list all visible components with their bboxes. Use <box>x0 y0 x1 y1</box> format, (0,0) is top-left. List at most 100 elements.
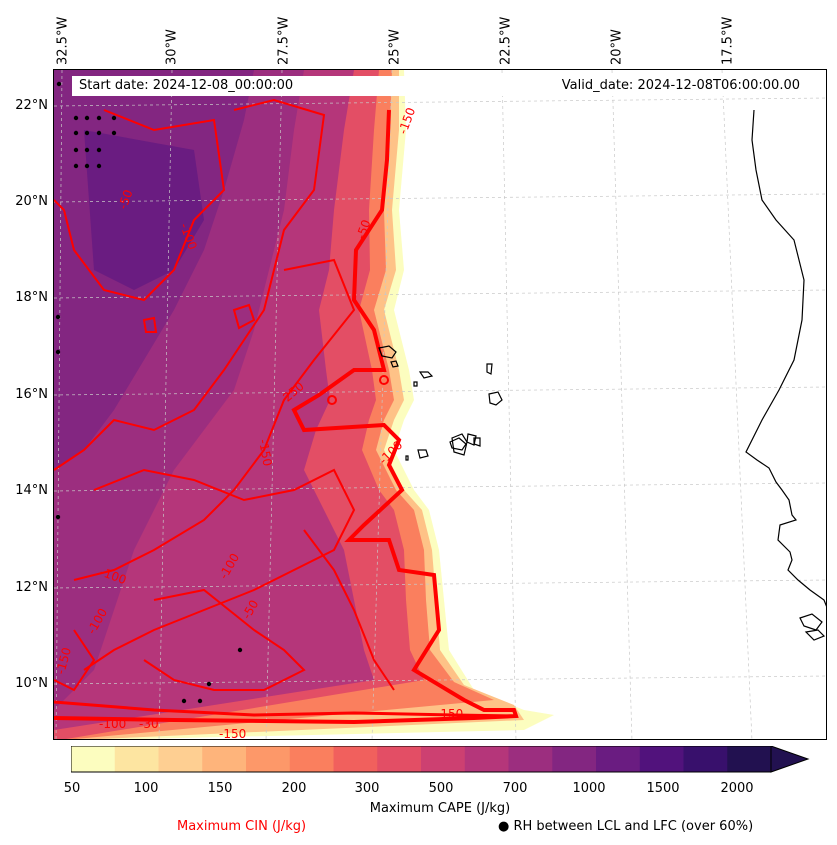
rh-dot <box>73 130 79 136</box>
rh-dot <box>111 130 117 136</box>
colorbar-swatch <box>158 746 203 772</box>
rh-marker-icon: ● <box>498 819 510 834</box>
rh-markers <box>55 81 243 704</box>
cin-contour-blob-1 <box>379 375 389 385</box>
lat-label-22n: 22°N <box>15 98 48 113</box>
cin-contour-5 <box>83 468 356 671</box>
cin-contour-3 <box>54 98 326 471</box>
rh-dot <box>84 163 90 169</box>
cape-band-8 <box>84 130 204 290</box>
lat-label-12n: 12°N <box>15 580 48 595</box>
cape-field <box>54 70 554 739</box>
colorbar-swatch <box>377 746 422 772</box>
colorbar-tick: 50 <box>63 781 81 796</box>
cape-colorbar <box>71 746 810 773</box>
rh-dot <box>96 163 102 169</box>
island <box>449 437 467 451</box>
gridlines <box>54 70 826 739</box>
contour-label: -50 <box>354 218 374 241</box>
colorbar-tick: 700 <box>502 781 528 796</box>
lon-label-27.5w: 27.5°W <box>276 16 292 65</box>
lon-label-20w: 20°W <box>609 29 625 65</box>
colorbar-tick: 1000 <box>572 781 606 796</box>
colorbar-swatch <box>71 746 116 772</box>
rh-dot <box>84 147 90 153</box>
cin-contour-edge <box>54 109 519 725</box>
rh-dot <box>56 81 62 87</box>
contour-label: -30 <box>139 717 159 731</box>
cin-contour-2 <box>54 109 226 302</box>
lon-label-17.5w: 17.5°W <box>720 16 736 65</box>
start-date-label: Start date: 2024-12-08_00:00:00 <box>79 78 294 93</box>
lat-label-14n: 14°N <box>15 483 48 498</box>
lon-label-25w: 25°W <box>387 29 403 65</box>
cin-contour-blob-4 <box>142 316 158 333</box>
cin-contour-blob-3 <box>232 303 256 330</box>
island <box>378 345 397 359</box>
rh-legend-label: RH between LCL and LFC (over 60%) <box>513 819 754 834</box>
cin-contours <box>54 98 519 725</box>
rh-dot <box>55 514 61 520</box>
cin-contour-blob-2 <box>327 395 337 405</box>
rh-dot <box>84 130 90 136</box>
island <box>486 363 493 375</box>
island <box>804 629 826 641</box>
island <box>417 449 429 459</box>
cin-contour-6 <box>143 588 306 691</box>
valid-date-label: Valid_date: 2024-12-08T06:00:00.00 <box>561 78 800 93</box>
island <box>390 360 399 368</box>
colorbar-tick: 1500 <box>646 781 680 796</box>
lon-label-22.5w: 22.5°W <box>498 16 514 65</box>
lon-label-30w: 30°W <box>164 29 180 65</box>
map-canvas: -150 -50 -100 -50 -250 -150 -100 -100 -1… <box>54 70 826 740</box>
lat-label-20n: 20°N <box>15 194 48 209</box>
colorbar-tick: 300 <box>354 781 380 796</box>
island <box>413 381 418 387</box>
colorbar-swatch <box>289 746 334 772</box>
cin-contour-7 <box>54 629 96 692</box>
colorbar-swatch <box>333 746 378 772</box>
lat-label-16n: 16°N <box>15 387 48 402</box>
colorbar-swatch <box>683 746 728 772</box>
island <box>418 371 434 379</box>
colorbar-tick: 200 <box>281 781 307 796</box>
cin-contour-8 <box>303 529 395 691</box>
rh-dot <box>55 314 61 320</box>
cin-legend-label: Maximum CIN (J/kg) <box>177 819 307 834</box>
island <box>799 613 823 631</box>
lon-label-32.5w: 32.5°W <box>55 16 71 65</box>
rh-dot <box>181 698 187 704</box>
island <box>488 391 503 406</box>
colorbar-swatches <box>71 746 772 772</box>
colorbar-extend-arrow <box>770 746 810 773</box>
island <box>451 433 468 456</box>
colorbar-swatch <box>421 746 466 772</box>
colorbar-swatch <box>114 746 159 772</box>
rh-dot <box>206 681 212 687</box>
rh-dot <box>111 115 117 121</box>
info-bar <box>72 76 826 96</box>
colorbar-tick: 100 <box>133 781 159 796</box>
africa-coastline <box>745 109 826 607</box>
colorbar-swatch <box>596 746 641 772</box>
coastlines <box>378 109 826 641</box>
cin-contour-4 <box>73 258 356 581</box>
contour-label: -50 <box>116 188 136 211</box>
rh-dot <box>96 130 102 136</box>
colorbar-tick: 2000 <box>720 781 754 796</box>
colorbar-swatch <box>464 746 509 772</box>
rh-dot <box>55 349 61 355</box>
colorbar-swatch <box>639 746 684 772</box>
contour-label: -150 <box>256 438 275 467</box>
colorbar-swatch <box>727 746 772 772</box>
lat-label-18n: 18°N <box>15 290 48 305</box>
rh-dot <box>96 147 102 153</box>
contour-label: -150 <box>219 727 246 740</box>
rh-dot <box>73 163 79 169</box>
rh-dot <box>73 147 79 153</box>
colorbar-tick: 500 <box>428 781 454 796</box>
rh-dot <box>73 115 79 121</box>
rh-dot <box>84 115 90 121</box>
contour-label: -150 <box>436 707 463 721</box>
cin-contour-bottom <box>54 700 515 718</box>
